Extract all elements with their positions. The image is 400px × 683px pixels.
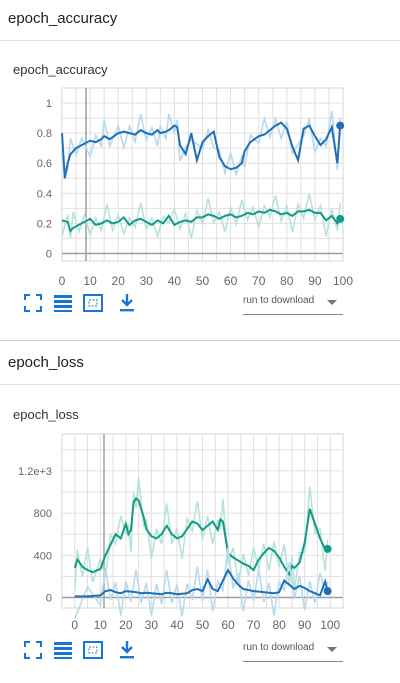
run-to-download-select[interactable]: run to download [243,639,343,662]
fit-domain-icon [22,292,44,314]
data-table-icon [52,292,74,314]
data-table-button[interactable] [52,639,74,661]
x-tick-label: 60 [224,274,238,288]
run-to-download-select[interactable]: run to download [243,292,343,315]
x-tick-label: 80 [280,274,294,288]
series-end-point[interactable] [324,545,332,553]
x-tick-label: 70 [247,618,261,632]
y-tick-label: 1.2e+3 [18,466,52,478]
x-tick-label: 80 [272,618,286,632]
fit-domain-button[interactable] [22,639,44,661]
x-tick-label: 0 [71,618,78,632]
y-tick-label: 800 [34,508,52,520]
section-title: epoch_loss [8,354,84,371]
zoom-box-button[interactable] [82,292,104,314]
fit-domain-icon [22,639,44,661]
x-tick-label: 60 [221,618,235,632]
y-tick-label: 0 [46,248,52,260]
section-title: epoch_accuracy [8,10,117,27]
download-button[interactable] [116,292,138,314]
x-tick-label: 40 [168,274,182,288]
chevron-down-icon [327,647,337,652]
x-tick-label: 10 [83,274,97,288]
download-button[interactable] [116,639,138,661]
data-table-button[interactable] [52,292,74,314]
data-table-icon [52,639,74,661]
y-tick-label: 400 [34,550,52,562]
section-divider [0,340,400,341]
x-tick-label: 50 [196,618,210,632]
y-tick-label: 0 [46,592,52,604]
y-tick-label: 0.2 [37,218,52,230]
zoom-box-icon [82,639,104,661]
x-tick-label: 40 [170,618,184,632]
x-tick-label: 20 [119,618,133,632]
series-end-point[interactable] [336,215,344,223]
x-tick-label: 0 [59,274,66,288]
x-tick-label: 20 [112,274,126,288]
chart-title: epoch_loss [13,407,79,422]
series-end-point[interactable] [324,587,332,595]
zoom-box-icon [82,292,104,314]
accuracy-chart[interactable]: 00.20.40.60.810 10 20 30 40 50 60 70 80 90 100 [0,70,400,300]
y-tick-label: 1 [46,98,52,110]
series-end-point[interactable] [336,122,344,130]
download-icon [116,639,138,661]
x-tick-label: 90 [308,274,322,288]
x-tick-label: 70 [252,274,266,288]
grid-lines [62,88,343,261]
x-tick-label: 30 [145,618,159,632]
x-tick-label: 10 [94,618,108,632]
download-icon [116,292,138,314]
section-header-accuracy[interactable]: epoch_accuracy [0,0,400,41]
x-tick-label: 90 [298,618,312,632]
loss-chart[interactable]: 0 400 800 1.2e+3 0 10 20 30 40 50 60 70 80 90 100 [0,426,400,636]
x-tick-label: 100 [320,618,340,632]
fit-domain-button[interactable] [22,292,44,314]
run-select-placeholder: run to download [243,642,314,653]
y-tick-label: 0.6 [37,158,52,170]
y-tick-label: 0.4 [37,188,52,200]
x-tick-label: 30 [140,274,154,288]
section-header-loss[interactable]: epoch_loss [0,344,400,385]
run-select-placeholder: run to download [243,295,314,306]
y-tick-label: 0.8 [37,128,52,140]
zoom-box-button[interactable] [82,639,104,661]
x-tick-label: 50 [196,274,210,288]
x-tick-label: 100 [333,274,353,288]
chevron-down-icon [327,300,337,305]
